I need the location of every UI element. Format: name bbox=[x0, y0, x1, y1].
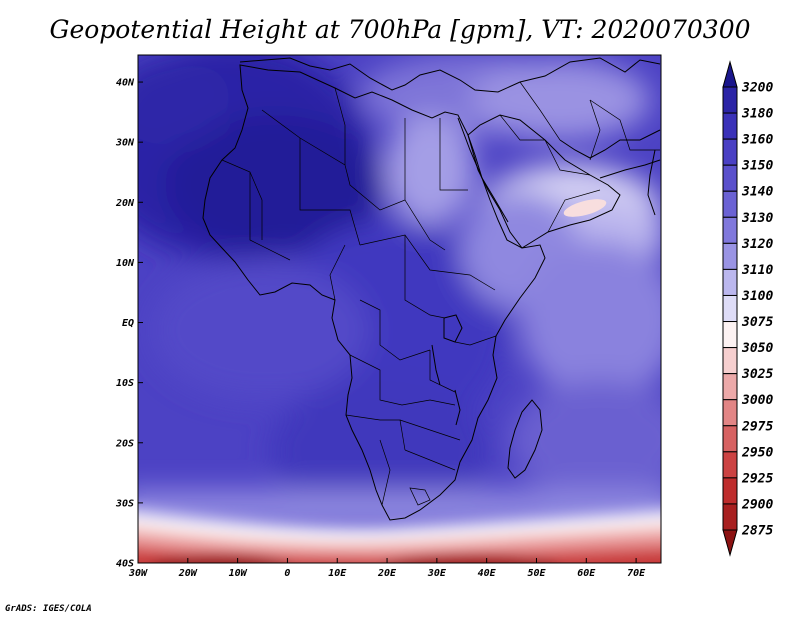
colorbar: 3200 3180 3160 3150 3140 3130 3120 3110 3100 3075… bbox=[722, 60, 773, 557]
africa-coastline bbox=[202, 64, 546, 521]
lon-tick-label: 10E bbox=[328, 568, 347, 579]
lat-tick-label: 30S bbox=[115, 498, 134, 509]
madagascar-coastline bbox=[507, 399, 543, 479]
lat-tick-label: 10S bbox=[116, 378, 134, 389]
colorbar-level-label: 3130 bbox=[741, 211, 773, 226]
lon-tick-label: 40E bbox=[478, 568, 497, 579]
colorbar-level-label: 3000 bbox=[741, 393, 773, 408]
colorbar-swatch bbox=[722, 425, 738, 453]
colorbar-bottom-triangle bbox=[722, 529, 738, 557]
lon-tick-label: 60E bbox=[577, 568, 596, 579]
lake-tanganyika bbox=[431, 344, 441, 386]
latitude-axis: 40N 30N 20N 10N EQ 10S 20S 30S 40S bbox=[115, 78, 143, 570]
lat-tick-label: EQ bbox=[122, 318, 134, 329]
lon-tick-label: 30W bbox=[128, 568, 148, 579]
colorbar-level-label: 3050 bbox=[741, 341, 773, 356]
lat-tick-label: 40S bbox=[116, 559, 134, 570]
persian-gulf-coastline bbox=[559, 129, 661, 159]
colorbar-level-label: 3025 bbox=[741, 367, 773, 382]
arabia-coastline bbox=[467, 114, 621, 249]
colorbar-swatch bbox=[722, 373, 738, 401]
lat-tick-label: 30N bbox=[115, 138, 135, 149]
colorbar-swatch bbox=[722, 216, 738, 244]
europe-coastline bbox=[239, 57, 661, 93]
colorbar-level-label: 2925 bbox=[741, 471, 773, 486]
lon-tick-label: 20E bbox=[377, 568, 397, 579]
colorbar-swatch bbox=[722, 242, 738, 270]
lon-tick-label: 50E bbox=[527, 568, 546, 579]
lon-tick-label: 10W bbox=[229, 568, 248, 579]
lake-malawi bbox=[454, 389, 461, 426]
lon-tick-label: 70E bbox=[627, 568, 646, 579]
field-shading bbox=[138, 55, 661, 530]
colorbar-level-label: 3075 bbox=[741, 315, 773, 330]
colorbar-level-label: 2975 bbox=[741, 419, 773, 434]
colorbar-level-label: 3100 bbox=[741, 289, 773, 304]
colorbar-swatch bbox=[722, 451, 738, 479]
lat-tick-label: 10N bbox=[116, 258, 135, 269]
coastlines bbox=[202, 57, 661, 521]
colorbar-swatch bbox=[722, 399, 738, 427]
lon-tick-label: 30E bbox=[427, 568, 447, 579]
colorbar-level-label: 3200 bbox=[741, 81, 773, 96]
trough-minimum bbox=[563, 199, 607, 217]
colorbar-swatch bbox=[722, 112, 738, 140]
colorbar-level-label: 3110 bbox=[741, 263, 773, 278]
lat-tick-label: 20S bbox=[115, 438, 134, 449]
longitude-axis: 30W 20W 10W 0 10E 20E 30E 40E 50E 60E 70E bbox=[128, 558, 646, 579]
colorbar-swatch bbox=[722, 347, 738, 375]
lat-tick-label: 40N bbox=[116, 78, 135, 89]
colorbar-level-label: 3120 bbox=[741, 237, 773, 252]
colorbar-swatch bbox=[722, 268, 738, 296]
colorbar-swatch bbox=[722, 477, 738, 505]
colorbar-top-triangle bbox=[722, 60, 738, 88]
lat-tick-label: 20N bbox=[115, 198, 135, 209]
colorbar-swatch bbox=[722, 321, 738, 349]
southern-gradient bbox=[138, 507, 661, 563]
lake-victoria bbox=[443, 314, 463, 343]
red-sea bbox=[457, 117, 509, 223]
colorbar-level-label: 3140 bbox=[741, 185, 773, 200]
colorbar-level-label: 3160 bbox=[741, 133, 773, 148]
india-coastline bbox=[647, 149, 656, 216]
colorbar-level-label: 2900 bbox=[741, 497, 773, 512]
colorbar-swatch bbox=[722, 138, 738, 166]
colorbar-swatch bbox=[722, 86, 738, 114]
chart-title: Geopotential Height at 700hPa [gpm], VT:… bbox=[49, 15, 750, 44]
colorbar-level-label: 3180 bbox=[741, 107, 773, 122]
lon-tick-label: 0 bbox=[284, 568, 290, 579]
colorbar-swatch bbox=[722, 164, 738, 192]
colorbar-swatch bbox=[722, 190, 738, 218]
grads-credit: GrADS: IGES/COLA bbox=[5, 604, 92, 614]
map-panel bbox=[138, 55, 661, 563]
colorbar-level-label: 2950 bbox=[741, 445, 773, 460]
colorbar-swatch bbox=[722, 503, 738, 531]
colorbar-level-label: 2875 bbox=[741, 524, 773, 539]
colorbar-swatch bbox=[722, 294, 738, 323]
colorbar-level-label: 3150 bbox=[741, 159, 773, 174]
map-frame bbox=[137, 54, 662, 564]
lon-tick-label: 20W bbox=[178, 568, 198, 579]
country-borders bbox=[221, 81, 660, 506]
